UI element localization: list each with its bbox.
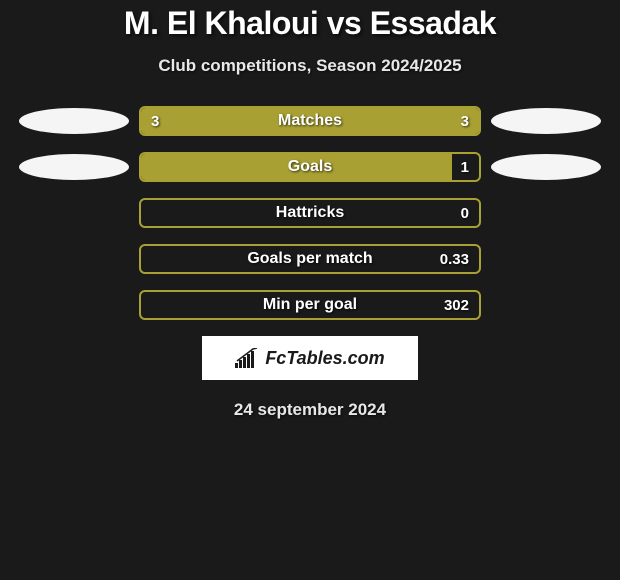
stat-right-value: 0 bbox=[461, 205, 469, 222]
stat-bar: Goals per match 0.33 bbox=[139, 244, 481, 274]
stat-label: Goals bbox=[288, 158, 332, 176]
stat-bar: 3 Matches 3 bbox=[139, 106, 481, 136]
logo-text: FcTables.com bbox=[265, 348, 384, 369]
stat-row: Goals 1 bbox=[0, 152, 620, 182]
stat-row: Hattricks 0 bbox=[0, 198, 620, 228]
stat-label: Goals per match bbox=[247, 250, 372, 268]
stat-bar: Min per goal 302 bbox=[139, 290, 481, 320]
stat-right-value: 0.33 bbox=[440, 251, 469, 268]
player-right-ellipse bbox=[491, 154, 601, 180]
stats-area: 3 Matches 3 Goals 1 Hattricks 0 Goals per match… bbox=[0, 106, 620, 320]
fctables-logo-icon bbox=[235, 348, 259, 368]
stat-bar: Hattricks 0 bbox=[139, 198, 481, 228]
stat-label: Hattricks bbox=[276, 204, 344, 222]
left-ellipse-cell bbox=[9, 108, 139, 134]
stat-row: 3 Matches 3 bbox=[0, 106, 620, 136]
comparison-container: M. El Khaloui vs Essadak Club competitio… bbox=[0, 0, 620, 420]
left-ellipse-cell bbox=[9, 154, 139, 180]
stat-left-value: 3 bbox=[151, 113, 159, 130]
stat-right-value: 3 bbox=[461, 113, 469, 130]
player-right-ellipse bbox=[491, 108, 601, 134]
right-ellipse-cell bbox=[481, 154, 611, 180]
player-left-ellipse bbox=[19, 108, 129, 134]
stat-right-value: 1 bbox=[461, 159, 469, 176]
stat-label: Matches bbox=[278, 112, 342, 130]
stat-row: Goals per match 0.33 bbox=[0, 244, 620, 274]
stat-row: Min per goal 302 bbox=[0, 290, 620, 320]
logo-box: FcTables.com bbox=[202, 336, 418, 380]
date-text: 24 september 2024 bbox=[0, 400, 620, 420]
stat-label: Min per goal bbox=[263, 296, 357, 314]
player-left-ellipse bbox=[19, 154, 129, 180]
right-ellipse-cell bbox=[481, 108, 611, 134]
page-subtitle: Club competitions, Season 2024/2025 bbox=[0, 56, 620, 76]
stat-bar: Goals 1 bbox=[139, 152, 481, 182]
stat-right-value: 302 bbox=[444, 297, 469, 314]
page-title: M. El Khaloui vs Essadak bbox=[0, 5, 620, 42]
